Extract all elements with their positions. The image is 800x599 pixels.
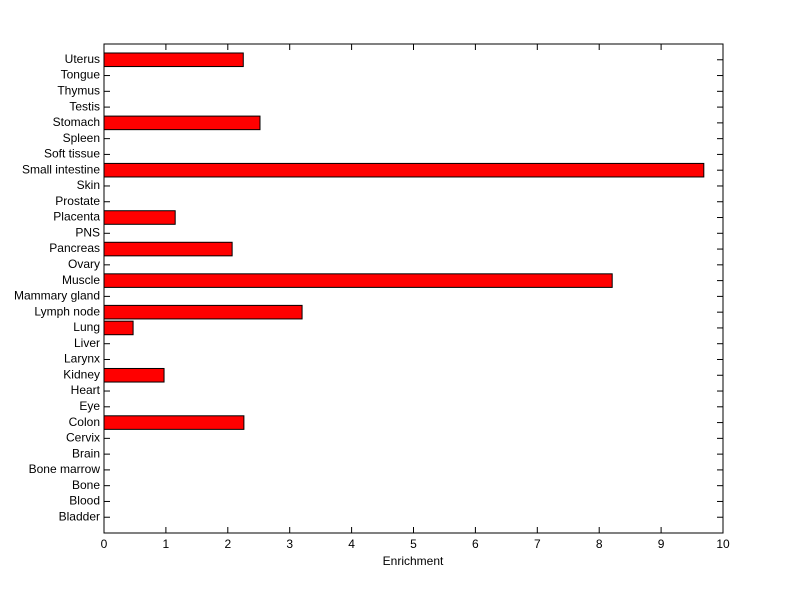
- x-tick-label: 2: [224, 537, 231, 551]
- x-tick-label: 3: [286, 537, 293, 551]
- y-tick-label: Larynx: [64, 352, 100, 366]
- y-tick-label: Stomach: [53, 115, 100, 129]
- y-tick-label: Testis: [69, 99, 100, 113]
- x-tick-label: 6: [472, 537, 479, 551]
- y-tick-label: Placenta: [53, 210, 100, 224]
- y-tick-label: Eye: [79, 399, 100, 413]
- y-tick-label: Skin: [77, 178, 100, 192]
- y-tick-label: Bone marrow: [29, 462, 101, 476]
- y-tick-label: Brain: [72, 446, 100, 460]
- x-axis-label: Enrichment: [383, 554, 444, 568]
- y-tick-label: Small intestine: [22, 162, 100, 176]
- y-tick-label: Lung: [73, 320, 100, 334]
- y-tick-label: Spleen: [63, 131, 100, 145]
- x-tick-label: 1: [163, 537, 170, 551]
- y-tick-label: Soft tissue: [44, 147, 100, 161]
- y-tick-label: Cervix: [66, 431, 100, 445]
- y-tick-label: Prostate: [55, 194, 100, 208]
- y-tick-label: Blood: [69, 494, 100, 508]
- x-tick-label: 4: [348, 537, 355, 551]
- bar: [103, 162, 705, 178]
- x-tick-label: 7: [534, 537, 541, 551]
- bar: [103, 210, 176, 225]
- y-tick-label: Ovary: [68, 257, 100, 271]
- bar: [103, 367, 165, 383]
- x-tick-label: 8: [596, 537, 603, 551]
- x-tick-label: 5: [410, 537, 417, 551]
- x-tick-label: 0: [101, 537, 108, 551]
- y-tick-label: Pancreas: [49, 241, 100, 255]
- y-tick-label: Tongue: [61, 68, 101, 82]
- y-tick-label: Kidney: [63, 367, 100, 381]
- y-tick-label: Muscle: [62, 273, 100, 287]
- y-tick-label: Lymph node: [34, 304, 100, 318]
- bar: [103, 273, 613, 288]
- y-tick-label: Mammary gland: [14, 289, 100, 303]
- y-tick-label: Colon: [69, 415, 100, 429]
- y-tick-label: Bone: [72, 478, 100, 492]
- bar: [103, 304, 303, 320]
- y-tick-label: Heart: [71, 383, 101, 397]
- bar: [103, 241, 233, 257]
- bar: [103, 115, 261, 131]
- bar: [103, 415, 245, 430]
- x-tick-label: 9: [658, 537, 665, 551]
- bar: [103, 52, 244, 68]
- y-tick-label: PNS: [75, 225, 100, 239]
- y-tick-label: Thymus: [57, 83, 100, 97]
- x-tick-label: 10: [716, 537, 730, 551]
- bar: [103, 320, 134, 336]
- y-tick-label: Bladder: [59, 509, 100, 523]
- y-tick-label: Uterus: [65, 52, 100, 66]
- y-tick-label: Liver: [74, 336, 100, 350]
